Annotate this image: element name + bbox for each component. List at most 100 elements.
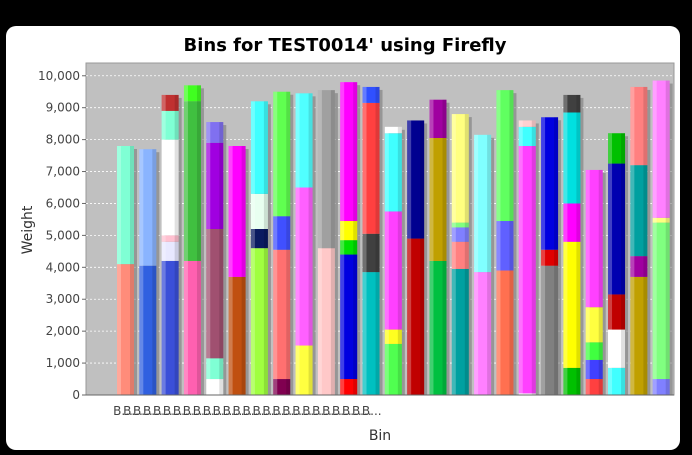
bar-highlight <box>518 120 523 395</box>
bar-shade <box>487 134 492 396</box>
bar-segment <box>340 240 358 255</box>
bar-segment <box>183 260 201 395</box>
bar-highlight <box>496 90 501 395</box>
bar-segment <box>585 342 603 360</box>
bar-segment <box>518 126 536 146</box>
bar-stack <box>652 80 673 396</box>
bar-highlight <box>362 86 367 395</box>
bar-segment <box>407 238 425 395</box>
bar-stack <box>161 94 182 395</box>
x-tick-label: B... <box>133 404 153 418</box>
bar-segment <box>496 270 514 395</box>
bar-shade <box>219 122 224 396</box>
bar-segment <box>273 249 291 380</box>
bar-segment <box>541 265 559 395</box>
x-tick-label: B... <box>113 404 133 418</box>
bar-segment <box>273 91 291 217</box>
bar-segment <box>273 379 291 395</box>
bar-stack <box>139 149 160 395</box>
bar-stack <box>608 133 629 395</box>
bar-shade <box>308 93 313 396</box>
bar-segment <box>496 221 514 271</box>
bar-segment <box>652 80 670 218</box>
bar-highlight <box>652 80 657 396</box>
y-tick-label: 4,000 <box>46 260 80 274</box>
bar-highlight <box>384 126 389 395</box>
bar-segment <box>451 268 469 395</box>
bar-stack <box>585 169 606 395</box>
bar-segment <box>608 133 626 164</box>
bar-highlight <box>630 86 635 395</box>
bar-segment <box>585 359 603 380</box>
bar-shade <box>643 86 648 395</box>
bar-stack <box>228 146 249 395</box>
x-tick-label: B... <box>312 404 332 418</box>
bar-highlight <box>429 99 434 395</box>
bar-segment <box>317 248 335 395</box>
bar-segment <box>652 217 670 223</box>
bar-stack <box>183 85 204 395</box>
bar-stack <box>384 126 405 395</box>
bar-segment <box>295 93 313 188</box>
bar-segment <box>228 146 246 277</box>
bar-highlight <box>161 94 166 395</box>
bar-segment <box>407 120 425 239</box>
bar-segment <box>563 241 581 368</box>
bar-segment <box>206 379 224 395</box>
bar-segment <box>652 379 670 395</box>
bar-segment <box>183 101 201 261</box>
bar-stack <box>317 90 338 395</box>
bar-segment <box>608 294 626 330</box>
bar-segment <box>563 367 581 395</box>
x-tick-label: B... <box>272 404 292 418</box>
bar-segment <box>117 146 134 265</box>
x-tick-label: B... <box>292 404 312 418</box>
bar-stack <box>474 134 495 396</box>
bar-shade <box>286 91 291 395</box>
bar-shade <box>152 149 157 395</box>
bar-segment <box>630 276 648 395</box>
bar-segment <box>630 165 648 257</box>
bar-highlight <box>117 146 121 395</box>
bar-segment <box>117 264 134 395</box>
y-tick-label: 1,000 <box>46 356 80 370</box>
y-tick-label: 9,000 <box>46 101 80 115</box>
x-tick-label: B... <box>183 404 203 418</box>
bar-segment <box>384 126 402 134</box>
y-tick-label: 7,000 <box>46 165 80 179</box>
bar-segment <box>250 248 268 395</box>
x-axis-label: Bin <box>369 428 391 444</box>
bar-segment <box>250 229 268 249</box>
bar-segment <box>139 265 157 395</box>
bar-segment <box>585 379 603 395</box>
x-tick-label: B... <box>173 404 193 418</box>
bar-segment <box>608 367 626 395</box>
bar-segment <box>518 146 536 394</box>
bar-shade <box>330 90 335 395</box>
bar-shade <box>174 94 179 395</box>
bar-shade <box>353 82 358 396</box>
bar-highlight <box>250 101 255 396</box>
y-axis: 0 1,000 2,000 3,000 4,000 5,000 6,000 7,000 8,00… <box>38 69 86 402</box>
bar-stack <box>563 94 584 395</box>
bar-highlight <box>407 120 412 395</box>
bar-segment <box>161 110 179 140</box>
x-tick-label: B... <box>282 404 302 418</box>
bar-highlight <box>563 94 568 395</box>
bar-segment <box>161 260 179 395</box>
bar-segment <box>384 329 402 344</box>
bar-segment <box>429 99 447 139</box>
bar-segment <box>451 227 469 242</box>
bar-shade <box>531 120 536 395</box>
bar-segment <box>451 114 469 223</box>
bar-highlight <box>451 114 456 396</box>
bar-segment <box>608 329 626 368</box>
x-tick-label: B... <box>203 404 223 418</box>
x-tick-label: B... <box>193 404 213 418</box>
bar-segment <box>206 229 224 359</box>
bar-segment <box>161 94 179 111</box>
bar-stack <box>295 93 316 396</box>
bar-stack <box>451 114 472 396</box>
bar-segment <box>161 139 179 236</box>
bar-segment <box>295 345 313 395</box>
